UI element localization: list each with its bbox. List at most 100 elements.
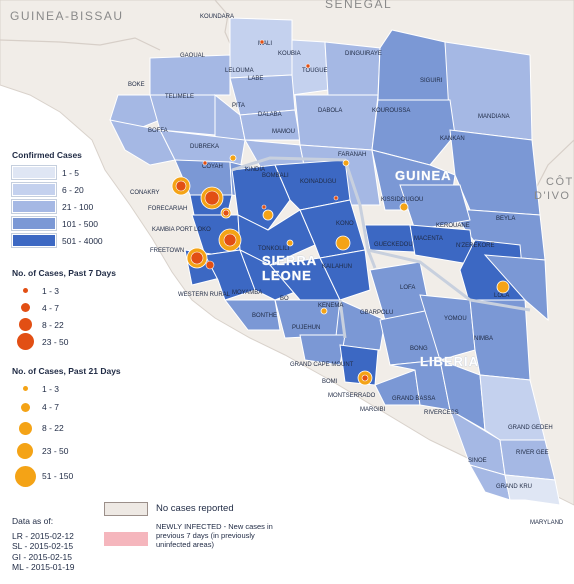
bubble-7d <box>361 374 369 382</box>
legend-7-days-row: 8 - 22 <box>12 316 116 333</box>
district-label: GRAND BASSA <box>392 396 435 402</box>
district-label: KAILAHUN <box>322 264 352 270</box>
district-label: BEYLA <box>496 216 515 222</box>
legend-label: 1 - 3 <box>42 383 60 394</box>
legend-21-days-row: 1 - 3 <box>12 380 121 397</box>
bubble-7d <box>259 39 265 45</box>
border-guinea-bissau <box>0 37 161 51</box>
district-label: DINGUIRAYE <box>345 51 382 57</box>
district-label: KOINADUGU <box>300 179 336 185</box>
bubble-7d <box>205 260 215 270</box>
district-label: KENEMA <box>318 303 343 309</box>
district-label: BOMI <box>322 379 338 385</box>
bubbles-7-days <box>175 39 369 382</box>
district-label: MARYLAND <box>530 520 564 526</box>
legend-swatch <box>12 183 56 196</box>
label-liberia: LIBERIA <box>420 354 479 369</box>
label-senegal: SENEGAL <box>325 0 392 11</box>
border-sl-liberia <box>338 299 347 339</box>
district-label: FARANAH <box>338 152 366 158</box>
district-label: YOMOU <box>444 316 467 322</box>
legend-confirmed-title: Confirmed Cases <box>12 150 82 160</box>
district-label: TOUGUE <box>302 68 328 74</box>
legend-newly-infected: NEWLY INFECTED - New cases in previous 7… <box>104 522 286 549</box>
legend-21-days-row: 23 - 50 <box>12 439 121 463</box>
district-label: SIGUIRI <box>420 78 443 84</box>
bubble-7d <box>223 233 237 247</box>
district-label: LABE <box>248 76 263 82</box>
bubble-21d <box>335 235 351 251</box>
bubble-21d <box>496 280 510 294</box>
district-label: DALABA <box>258 112 282 118</box>
bubble-7d <box>261 204 267 210</box>
legend-label: 4 - 7 <box>42 402 60 412</box>
bubble-7d <box>222 209 230 217</box>
label-cote-1: CÔT <box>546 175 574 188</box>
legend-swatch <box>12 200 56 213</box>
data-as-of: Data as of: LR - 2015-02-12 SL - 2015-02… <box>12 516 75 573</box>
legend-label: 23 - 50 <box>42 446 69 456</box>
legend-label: 23 - 50 <box>42 336 69 347</box>
legend-no-cases-label: No cases reported <box>156 503 234 514</box>
legend-label: 6 - 20 <box>62 184 84 195</box>
district-label: GAOUAL <box>180 53 206 59</box>
legend-21-days-title: No. of Cases, Past 21 Days <box>12 366 121 376</box>
district-label: MONTSERRADO <box>328 393 376 399</box>
region-dabola <box>294 94 379 151</box>
district-label: DABOLA <box>318 108 342 114</box>
region-bonthe <box>223 299 281 331</box>
region-maryland <box>504 474 561 506</box>
label-leone: LEONE <box>262 268 312 283</box>
legend-confirmed-row: 1 - 5 <box>12 164 103 181</box>
district-label: COYAH <box>202 164 223 170</box>
district-label: MACENTA <box>414 236 443 242</box>
district-label: MOYAMBA <box>232 290 262 296</box>
region-grandcapemount <box>299 334 346 366</box>
legend-21-days-row: 4 - 7 <box>12 397 121 417</box>
district-label: MALI <box>258 41 272 47</box>
label-guinea: GUINEA <box>395 168 452 183</box>
district-label: PITA <box>232 103 245 109</box>
district-label: KANKAN <box>440 136 465 142</box>
district-label: BONG <box>410 346 428 352</box>
legend-dot-7d <box>22 288 28 293</box>
label-cote-2: D'IVO <box>534 190 571 202</box>
legend-label: 21 - 100 <box>62 201 94 212</box>
legend-label: 51 - 150 <box>42 471 74 481</box>
district-label: GBARPOLU <box>360 310 393 316</box>
legend-confirmed-row: 21 - 100 <box>12 198 103 215</box>
district-label: DUBREKA <box>190 144 219 150</box>
bubble-7d <box>175 180 187 192</box>
district-label: KAMBIA PORT LOKO <box>152 227 211 233</box>
legend-7-days-row: 23 - 50 <box>12 333 116 350</box>
district-label: NIMBA <box>474 336 493 342</box>
district-label: BO <box>280 296 289 302</box>
legend-no-cases-swatch <box>104 502 148 516</box>
district-label: KOUBIA <box>278 51 301 57</box>
bubble-21d <box>286 239 294 247</box>
region-tougue <box>324 41 381 96</box>
district-label: PUJEHUN <box>292 325 320 331</box>
district-label: GRAND GEDEH <box>508 425 553 431</box>
district-label: GRAND KRU <box>496 484 532 490</box>
district-label: CONAKRY <box>130 190 160 196</box>
region-kerouane <box>399 184 471 231</box>
legend-swatch <box>12 217 56 230</box>
district-label: KONO <box>336 221 354 227</box>
legend-swatch <box>12 234 56 247</box>
data-as-of-title: Data as of: <box>12 516 54 526</box>
region-gbarpolu <box>334 299 386 351</box>
bubble-7d <box>333 195 339 201</box>
district-label: LOLA <box>494 293 509 299</box>
bubble-21d <box>320 307 328 315</box>
legend-label: 4 - 7 <box>42 302 60 313</box>
legend-dot-21d <box>20 402 30 412</box>
legend-7-days: No. of Cases, Past 7 Days 1 - 3 4 - 7 8 … <box>12 268 116 350</box>
legend-confirmed-row: 6 - 20 <box>12 181 103 198</box>
district-label: BOMBALI <box>262 173 289 179</box>
district-label: BOFFA <box>148 128 168 134</box>
border-sl-guinea <box>231 156 377 269</box>
as-of-line: GI - 2015-02-15 <box>12 551 73 562</box>
region-lola <box>483 254 549 322</box>
region-grandbassa <box>389 359 451 411</box>
